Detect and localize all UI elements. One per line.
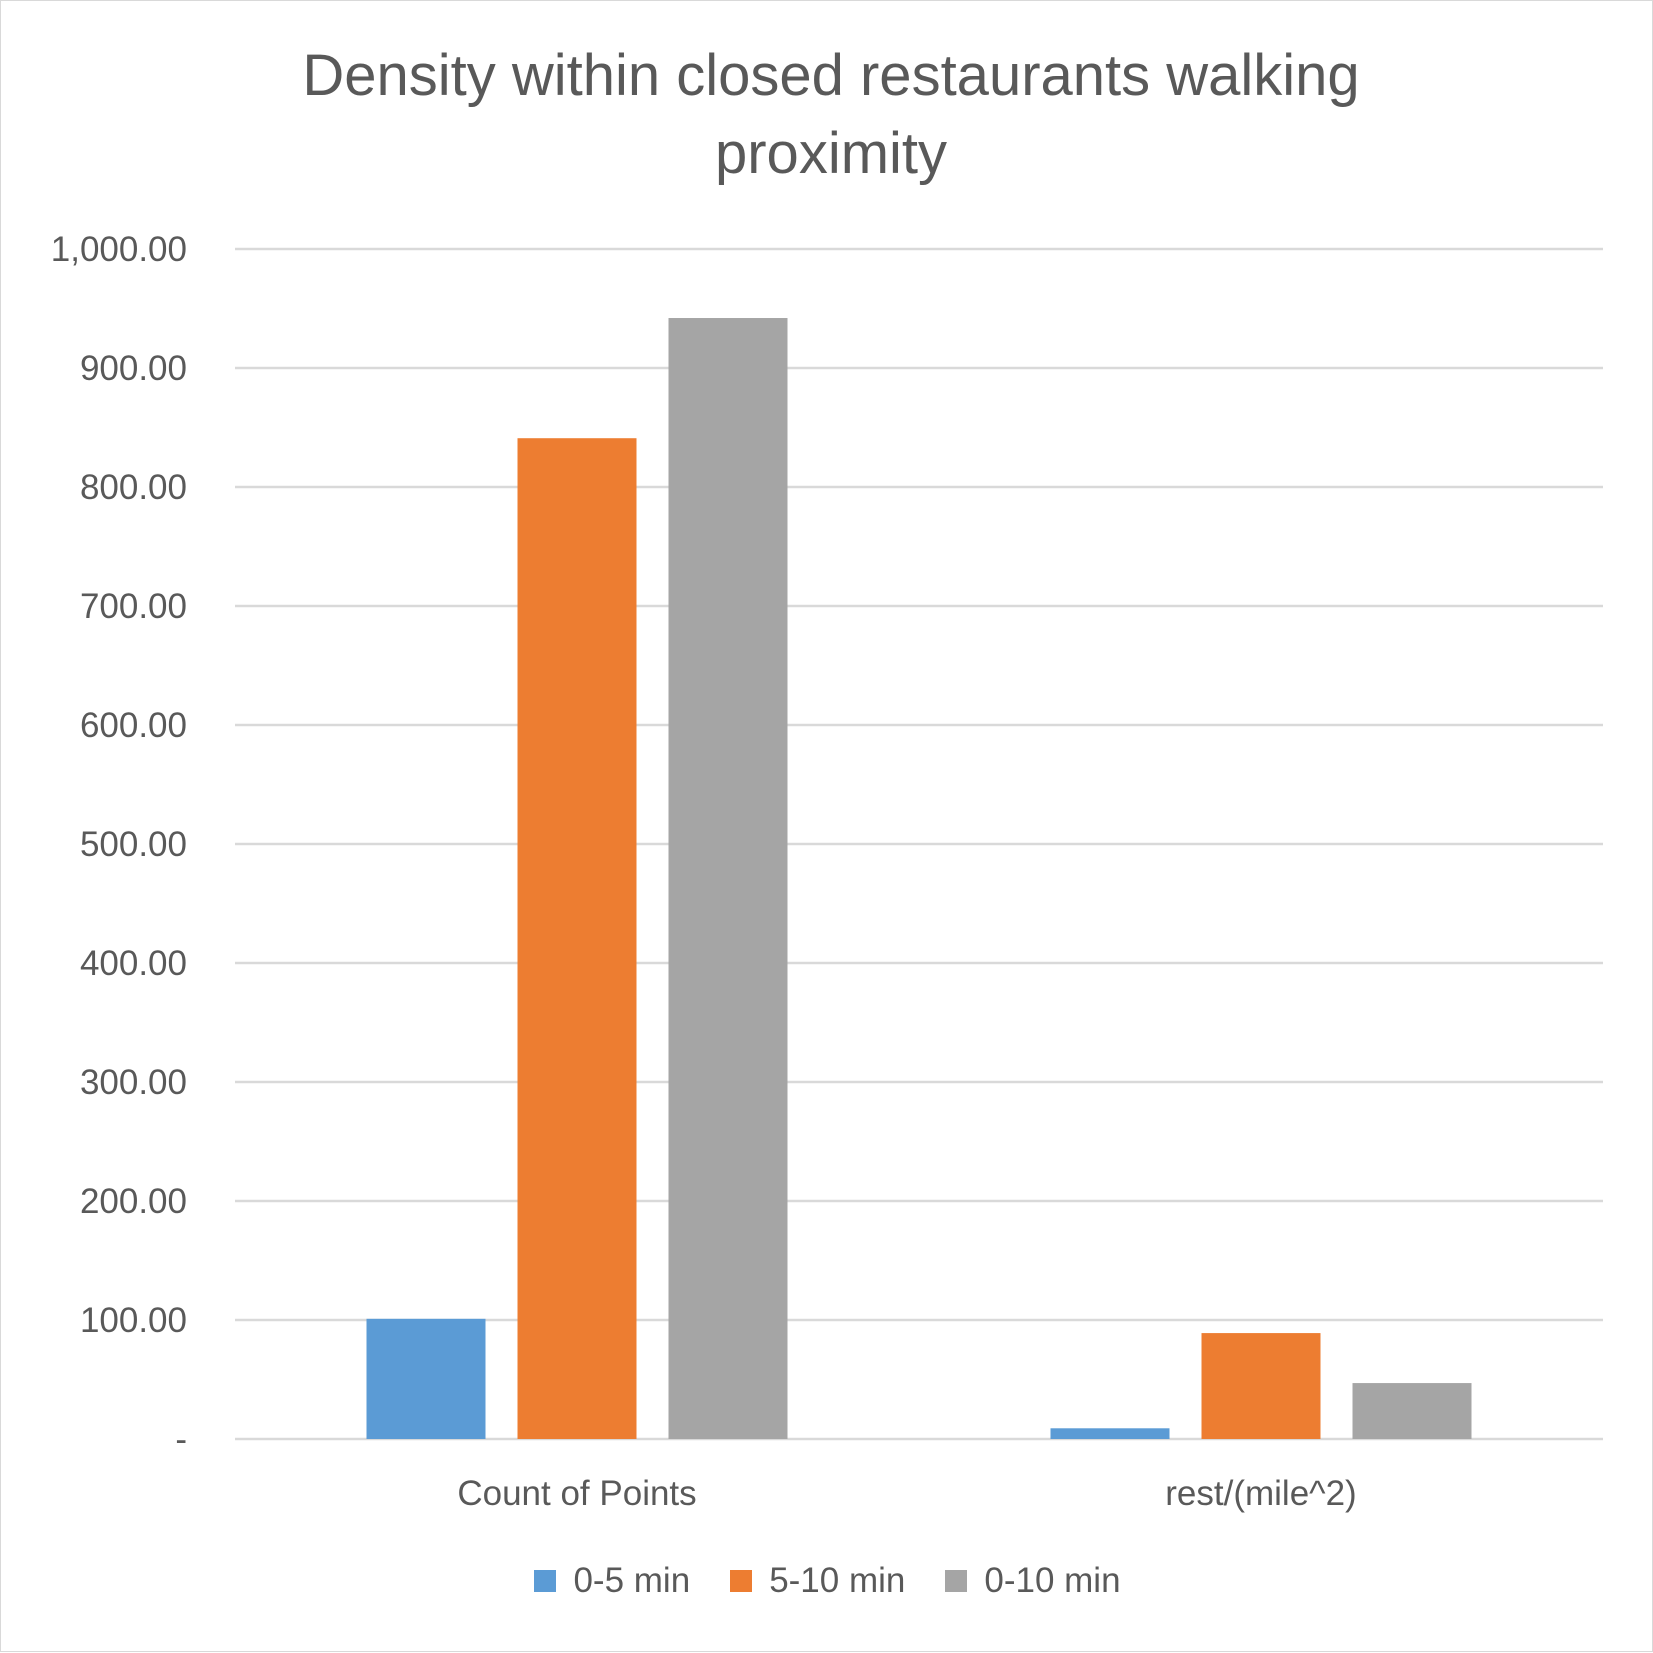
legend-label: 0-5 min <box>573 1561 691 1600</box>
bar-0-10-min-0 <box>668 318 788 1439</box>
y-tick-label: 100.00 <box>80 1301 187 1340</box>
bar-0-5-min-1 <box>1050 1428 1170 1439</box>
y-tick-label: 1,000.00 <box>51 230 187 269</box>
y-tick-label: - <box>175 1420 187 1459</box>
y-tick-label: 900.00 <box>80 349 187 388</box>
legend-label: 5-10 min <box>769 1561 906 1600</box>
legend-item: 0-10 min <box>945 1561 1121 1601</box>
y-tick-label: 700.00 <box>80 587 187 626</box>
y-tick-label: 800.00 <box>80 468 187 507</box>
legend-label: 0-10 min <box>984 1561 1121 1600</box>
y-tick-label: 200.00 <box>80 1182 187 1221</box>
legend-swatch <box>534 1570 557 1592</box>
y-tick-label: 400.00 <box>80 944 187 983</box>
legend-swatch <box>945 1570 968 1592</box>
bar-5-10-min-1 <box>1201 1333 1321 1439</box>
x-category-label: Count of Points <box>457 1474 696 1513</box>
legend-swatch <box>730 1570 753 1592</box>
legend-item: 0-5 min <box>534 1561 690 1601</box>
legend-item: 5-10 min <box>730 1561 905 1601</box>
y-tick-label: 600.00 <box>80 706 187 745</box>
y-tick-label: 300.00 <box>80 1063 187 1102</box>
chart-legend: 0-5 min 5-10 min 0-10 min <box>1 1561 1653 1601</box>
bar-0-10-min-1 <box>1352 1383 1472 1439</box>
bar-0-5-min-0 <box>366 1318 486 1439</box>
chart-title: Density within closed restaurants walkin… <box>302 43 1360 186</box>
bar-5-10-min-0 <box>517 438 637 1440</box>
y-tick-label: 500.00 <box>80 825 187 864</box>
x-category-label: rest/(mile^2) <box>1165 1474 1356 1513</box>
